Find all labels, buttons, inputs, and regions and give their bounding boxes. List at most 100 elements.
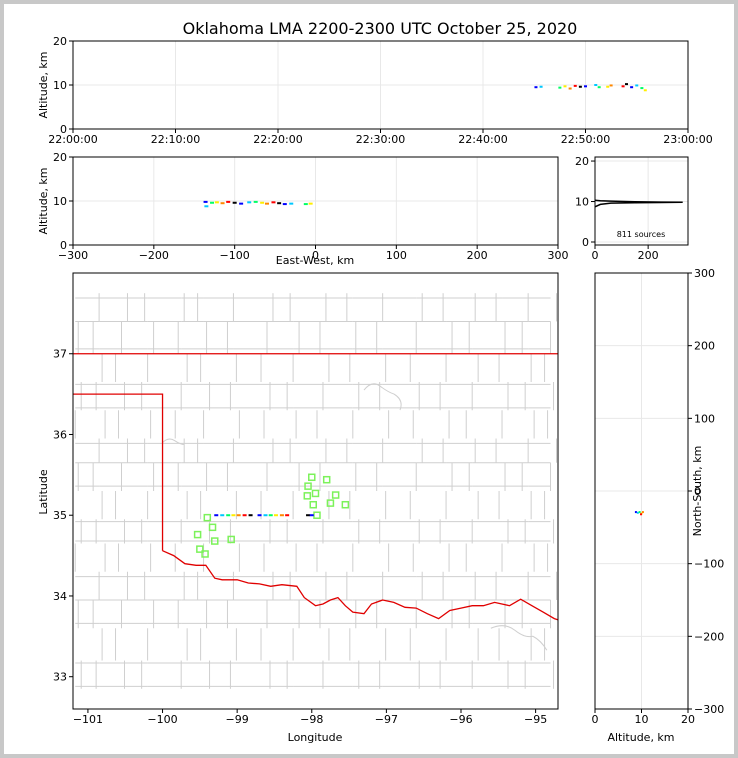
plan-view-xlabel: Longitude <box>288 731 343 744</box>
ns-axis-tick-label: 200 <box>694 340 715 353</box>
time-altitude-source <box>558 86 562 89</box>
ns-axis-tick-label: 0 <box>694 485 701 498</box>
ew-altitude-source <box>232 201 237 204</box>
time-axis-tick-label: 22:30:00 <box>356 133 405 146</box>
lma-station-marker <box>304 482 312 490</box>
ew-altitude-source <box>214 201 219 204</box>
source-count-label: 811 sources <box>617 230 666 239</box>
time-altitude-source <box>630 86 634 89</box>
longitude-axis-tick-label: −95 <box>524 713 547 726</box>
time-altitude-panel: 22:00:00 22:10:00 22:20:00 22:30:00 22:40:00… <box>37 35 713 146</box>
ew-altitude-source <box>253 200 258 203</box>
plan-view-source <box>268 514 273 517</box>
chart-title: Oklahoma LMA 2200-2300 UTC October 25, 2… <box>183 19 578 38</box>
lma-station-marker <box>203 513 212 522</box>
lma-station-marker <box>208 523 217 532</box>
time-altitude-source <box>573 84 577 87</box>
figure-background <box>4 4 734 754</box>
time-altitude-source <box>621 85 625 88</box>
state-border-panhandle <box>73 393 164 551</box>
ew-axis-tick-label: 100 <box>386 249 407 262</box>
lma-station-marker <box>201 550 209 558</box>
plan-view-source <box>263 514 268 517</box>
time-axis-tick-label: 22:50:00 <box>561 133 610 146</box>
plan-view-source <box>248 514 253 517</box>
lma-station-marker <box>308 473 316 482</box>
latitude-axis-tick-label: 33 <box>53 671 67 684</box>
county-boundaries <box>74 293 558 689</box>
ew-altitude-source <box>260 201 265 204</box>
longitude-axis-tick-label: −98 <box>300 713 323 726</box>
plan-view-source <box>279 514 284 517</box>
time-altitude-source <box>635 84 639 87</box>
plan-view-source <box>242 514 247 517</box>
lma-station-marker <box>303 492 312 500</box>
ew-altitude-sources <box>203 200 313 208</box>
plan-view-source <box>306 514 311 517</box>
time-altitude-source <box>640 87 644 90</box>
lma-station-marker <box>211 537 219 545</box>
lma-station-marker <box>341 500 350 509</box>
latitude-axis-tick-label: 34 <box>53 590 67 603</box>
altitude-histogram-frame <box>594 156 689 246</box>
ew-altitude-source <box>265 202 269 205</box>
lma-station-marker <box>331 491 340 499</box>
plan-view-frame <box>72 272 559 710</box>
lma-station-marker <box>227 535 235 544</box>
time-axis-tick-label: 22:10:00 <box>151 133 200 146</box>
ew-axis-tick-label: −200 <box>139 249 169 262</box>
ns-altitude-xaxis-tick-label: 20 <box>681 713 695 726</box>
plan-view-panel: −101 −100 −99 −98 −97 −96 −95 33 34 35 36 37 Latitu… <box>37 272 559 744</box>
plan-view-source <box>285 514 290 517</box>
lma-station-marker <box>313 511 321 519</box>
ns-altitude-source <box>638 511 641 514</box>
time-altitude-source <box>625 83 628 86</box>
ew-altitude-xlabel: East-West, km <box>276 254 354 267</box>
histogram-yaxis-tick-label: 10 <box>575 196 589 209</box>
time-altitude-source <box>539 85 543 88</box>
ns-axis-tick-label: 100 <box>694 412 715 425</box>
time-altitude-source <box>563 85 567 88</box>
ew-altitude-source <box>220 202 225 205</box>
ew-altitude-source <box>204 205 209 208</box>
histogram-yaxis-tick-label: 20 <box>575 155 589 168</box>
time-altitude-source <box>606 85 610 88</box>
time-altitude-sources <box>534 83 647 92</box>
ns-altitude-xaxis-tick-label: 0 <box>592 713 599 726</box>
time-altitude-ylabel: Altitude, km <box>37 51 50 118</box>
longitude-axis-tick-label: −99 <box>226 713 249 726</box>
ew-altitude-source <box>308 202 313 205</box>
ew-altitude-yaxis-tick-label: 10 <box>53 195 67 208</box>
plan-view-source <box>273 514 278 517</box>
river-outline <box>162 438 185 446</box>
histogram-xaxis-tick-label: 0 <box>592 249 599 262</box>
ns-axis-tick-label: −300 <box>694 703 724 716</box>
time-altitude-source <box>584 85 587 88</box>
ew-altitude-yaxis-tick-label: 20 <box>53 151 67 164</box>
altitude-distribution-curve <box>594 199 683 208</box>
lma-station-marker <box>322 475 331 484</box>
time-altitude-source <box>578 85 582 88</box>
ns-altitude-sources <box>634 511 644 516</box>
ew-altitude-source <box>210 201 215 204</box>
plan-view-source <box>231 514 236 517</box>
ew-altitude-source <box>247 201 252 204</box>
ew-altitude-source <box>226 200 231 203</box>
ew-altitude-source <box>203 200 208 203</box>
ew-axis-tick-label: −300 <box>58 249 88 262</box>
time-altitude-yaxis-tick-label: 20 <box>53 35 67 48</box>
histogram-xaxis-tick-label: 200 <box>638 249 659 262</box>
ns-altitude-source <box>641 511 644 514</box>
time-altitude-yaxis-tick-label: 10 <box>53 79 67 92</box>
time-altitude-source <box>643 89 647 92</box>
latitude-axis-tick-label: 35 <box>53 509 67 522</box>
altitude-histogram-panel: 0 200 0 10 20 811 sources <box>575 155 689 262</box>
time-altitude-source <box>534 86 538 89</box>
lma-station-marker <box>193 530 202 539</box>
ns-altitude-source <box>640 513 643 516</box>
ns-axis-tick-label: −200 <box>694 630 724 643</box>
lma-station-marker <box>311 489 320 498</box>
time-altitude-source <box>609 84 613 87</box>
ew-altitude-ylabel: Altitude, km <box>37 167 50 234</box>
